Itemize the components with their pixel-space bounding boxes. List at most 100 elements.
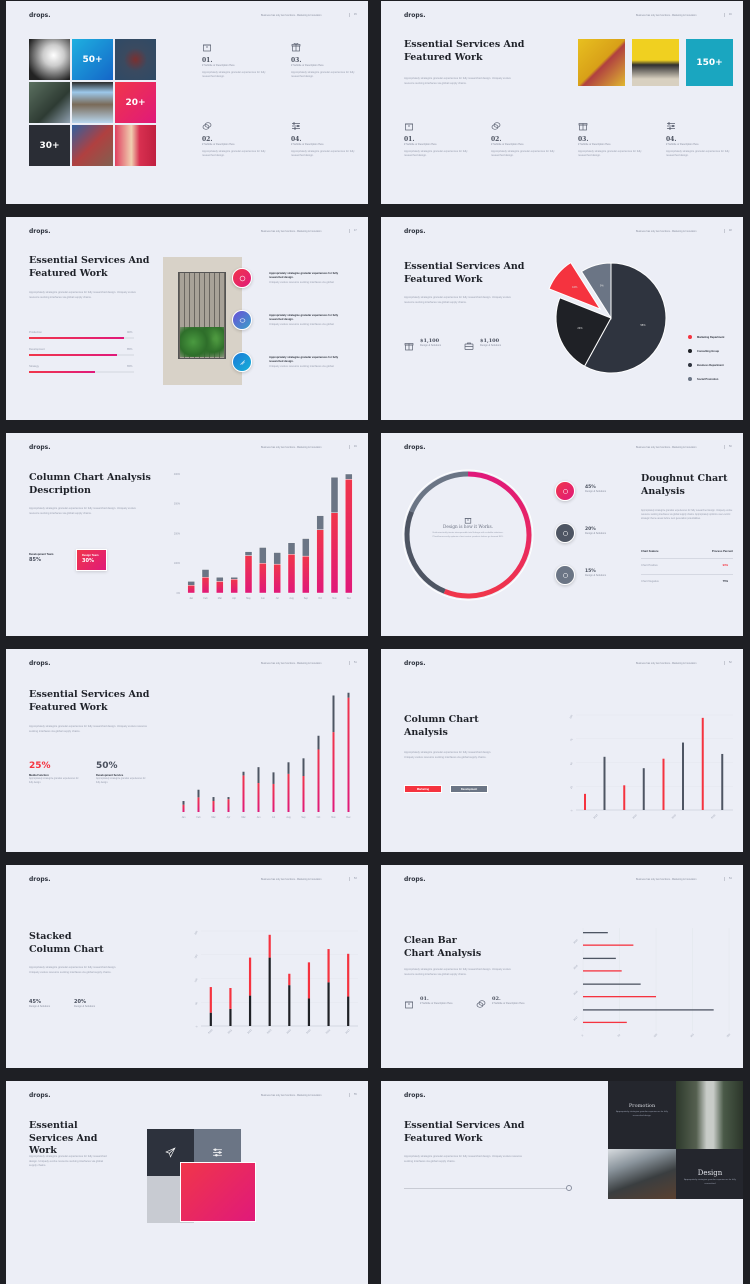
marketing-button[interactable]: Marketing (404, 785, 442, 793)
bar-development-team (244, 551, 253, 556)
page-number: 46 (724, 13, 732, 17)
development-button[interactable]: Development (450, 785, 488, 793)
logo: drops. (29, 876, 51, 883)
feature-subtitle: # Subtitle or Description Here (404, 143, 437, 146)
slide-46[interactable]: drops. Business has only two functions -… (381, 1, 743, 204)
bar-development-team (187, 581, 195, 586)
service-item-2: Appropriately strategize granular experi… (269, 314, 349, 327)
bar-base (327, 982, 330, 1026)
slide-title: Essential Services And Featured Work (404, 1120, 525, 1144)
feature-desc: Appropriately strategize granular experi… (291, 150, 355, 158)
gift-icon (578, 118, 588, 131)
slide-53[interactable]: drops. Business has only two functions -… (6, 865, 368, 1068)
logo: drops. (404, 660, 426, 667)
bar-development-service (182, 801, 185, 805)
progress-fill (29, 354, 118, 356)
x-tick-label: 2010 (208, 1028, 214, 1034)
slide-50[interactable]: drops. Business has only two functions -… (381, 433, 743, 636)
bar-base (209, 1012, 212, 1026)
panel-desc: Appropriately strategize granular experi… (616, 1111, 668, 1117)
panel-desc: Appropriately strategize granular experi… (684, 1179, 736, 1185)
stat-media: 25% Media Function Appropriately strategiz… (29, 761, 79, 785)
bar-development-service (242, 771, 245, 776)
page-number: 45 (349, 13, 357, 17)
x-tick-label: 2015 (671, 813, 677, 819)
bar-development-service (317, 735, 320, 750)
feature-desc: Appropriately strategize granular experi… (666, 150, 730, 158)
slide-55[interactable]: drops. Business has only two functions -… (6, 1081, 368, 1284)
bar-series-a (583, 957, 616, 960)
panel-title: Design (697, 1169, 723, 1177)
feature-desc: Appropriately strategize granular experi… (291, 71, 355, 79)
y-tick-label: 2017 (573, 1015, 579, 1021)
horizontal-bar-chart: 0 50 100 150 200 2014 2015 2016 2017 (573, 928, 732, 1038)
bar-development-service (257, 767, 260, 784)
bar-base (307, 998, 311, 1026)
legend-label: Consulting Group (697, 349, 720, 353)
x-tick-label: Dec (346, 816, 351, 819)
col-header: Process Percent (711, 550, 733, 553)
slide-45[interactable]: drops. Business has only two functions -… (6, 1, 368, 204)
progress-value: 65% (127, 365, 133, 368)
x-tick-label: Mar (218, 597, 222, 600)
bar-marketing (701, 717, 704, 810)
page-number: 55 (349, 1093, 357, 1097)
page-number: 54 (724, 877, 732, 881)
slide-51[interactable]: drops. Business has only two functions -… (6, 649, 368, 852)
header-tagline: Business has only two functions - Market… (636, 230, 697, 233)
slide-47[interactable]: drops. Business has only two functions -… (6, 217, 368, 420)
photo-chair (29, 39, 70, 80)
bar-development (603, 756, 606, 810)
stat-development: 50% Development Service Appropriately stra… (96, 761, 146, 785)
bar-development-team (273, 552, 281, 565)
feature-number: 04. (666, 136, 677, 143)
bar-design-team (244, 555, 253, 594)
logo: drops. (404, 876, 426, 883)
slice-label: 9% (600, 283, 604, 287)
item-desc: Uniquely evolve resource sucking interfa… (269, 364, 335, 368)
feature-04: 04. # Subtitle or Description Here Appro… (291, 118, 361, 159)
pie-legend: Marketing Department Consulting Group Busi… (688, 335, 724, 381)
tile-150: 150+ (686, 39, 733, 86)
progress-label: Production (29, 331, 42, 334)
slider-track[interactable] (404, 1188, 569, 1189)
photo-yellow-wall (578, 39, 625, 86)
item-icon (555, 523, 575, 543)
slide-48[interactable]: drops. Business has only two functions -… (381, 217, 743, 420)
y-tick-label: 50 (195, 1001, 199, 1005)
bar-design-team (302, 555, 310, 594)
feature-01: 01. # Subtitle or Description Here Appro… (404, 118, 472, 159)
stat-label: Development Service (96, 774, 124, 777)
feature-subtitle: # Subtitle or Description Here (491, 143, 524, 146)
bar-media-function (182, 804, 185, 812)
stat-label: Media Function (29, 774, 49, 777)
bar-media-function (347, 697, 350, 812)
stat-value: 85% (29, 557, 41, 564)
chat-icon (491, 118, 501, 130)
cell: 90% (722, 564, 728, 568)
slide-49[interactable]: drops. Business has only two functions -… (6, 433, 368, 636)
x-tick-label: Oct (317, 816, 321, 819)
slide-56[interactable]: drops. Essential Services And Featured W… (381, 1081, 743, 1284)
feature-number: 03. (578, 136, 589, 143)
pie-slice (555, 297, 612, 367)
bar-media-function (257, 783, 260, 812)
slide-52[interactable]: drops. Business has only two functions -… (381, 649, 743, 852)
logo: drops. (404, 228, 426, 235)
feature-02: 02. # Subtitle or Description Here Appro… (491, 118, 559, 159)
feature-01: 01. # Subtitle or Description Here Appro… (202, 39, 272, 80)
legend-item: Business Department (688, 363, 724, 367)
x-tick-label: Nov (332, 597, 337, 600)
slider-handle[interactable] (566, 1185, 572, 1191)
bar-development-service (287, 762, 290, 774)
logo: drops. (29, 1092, 51, 1099)
slide-54[interactable]: drops. Business has only two functions -… (381, 865, 743, 1068)
cell: 75% (722, 579, 728, 583)
table-row: Chart Positive 90% (641, 559, 733, 575)
slide-desc: Appropriately strategize granular experi… (404, 77, 511, 85)
legend-dot (688, 335, 692, 339)
progress-bar (29, 354, 134, 356)
y-tick-label: 100 (569, 714, 574, 720)
stat-label: Design & Solutions (480, 344, 502, 347)
slide-desc: Appropriately strategize granular experi… (29, 725, 148, 733)
